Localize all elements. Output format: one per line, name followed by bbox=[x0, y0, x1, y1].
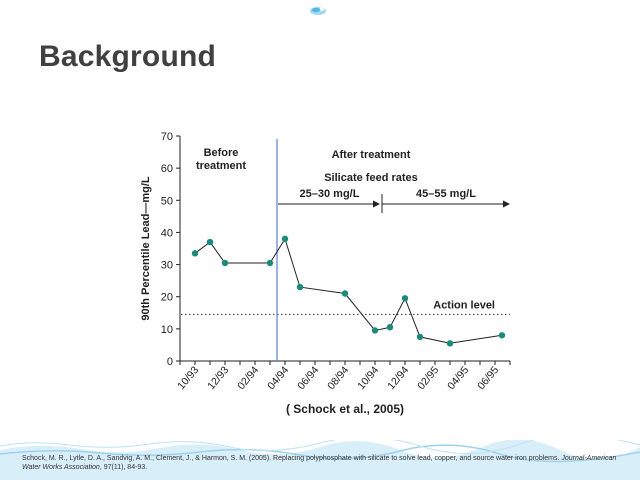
y-tick-label: 50 bbox=[161, 195, 173, 207]
data-point bbox=[191, 250, 199, 257]
x-tick-label: 02/95 bbox=[415, 364, 441, 392]
rate1-label: 25–30 mg/L bbox=[300, 188, 360, 200]
data-point bbox=[221, 259, 229, 267]
before-label-line2: treatment bbox=[196, 160, 246, 172]
data-point bbox=[371, 327, 379, 334]
x-tick-label: 04/95 bbox=[445, 364, 471, 392]
before-label-line1: Before bbox=[204, 147, 239, 159]
data-point bbox=[498, 332, 506, 339]
x-tick-label: 08/94 bbox=[325, 364, 351, 392]
series-line bbox=[194, 237, 503, 344]
x-tick-label: 04/94 bbox=[265, 364, 291, 392]
feed-rates-label: Silicate feed rates bbox=[324, 172, 418, 184]
y-tick-label: 20 bbox=[161, 292, 173, 304]
rate2-label: 45–55 mg/L bbox=[416, 188, 476, 200]
after-label: After treatment bbox=[332, 149, 411, 161]
slide-title: Background bbox=[39, 40, 217, 73]
y-axis-label: 90th Percentile Lead—mg/L bbox=[140, 176, 152, 321]
x-tick-label: 06/94 bbox=[295, 364, 321, 392]
chart-labels: 0 10 20 30 40 50 60 70 90th Percentile Lead—mg/L… bbox=[140, 131, 501, 416]
data-point bbox=[401, 295, 409, 302]
chart-annotations bbox=[181, 139, 510, 361]
footer-water-band bbox=[0, 440, 640, 480]
data-point bbox=[296, 283, 304, 291]
chart-series bbox=[191, 235, 506, 347]
citation-authors: Schock, M. R., Lytle, D. A., Sandvig, A.… bbox=[22, 455, 560, 462]
x-tick-label: 12/93 bbox=[205, 364, 231, 392]
x-tick-label: 12/94 bbox=[385, 364, 411, 392]
chart-axes bbox=[176, 135, 511, 365]
y-tick-label: 30 bbox=[161, 260, 173, 272]
lead-chart: 0 10 20 30 40 50 60 70 90th Percentile Lead—mg/L… bbox=[140, 131, 511, 416]
y-tick-label: 0 bbox=[167, 356, 173, 368]
x-tick-label: 06/95 bbox=[475, 364, 501, 392]
y-tick-label: 10 bbox=[161, 324, 173, 336]
water-drop-ornament-icon bbox=[310, 7, 326, 15]
rate1-arrowhead bbox=[373, 200, 380, 208]
data-point bbox=[341, 290, 349, 297]
citation-journal: Journal-American Water Works Association bbox=[22, 455, 617, 471]
data-point bbox=[266, 259, 274, 267]
x-tick-label: 10/93 bbox=[175, 364, 201, 392]
y-tick-label: 40 bbox=[161, 227, 173, 239]
data-point bbox=[446, 340, 454, 347]
rate2-arrowhead bbox=[503, 200, 510, 208]
data-point bbox=[281, 235, 289, 243]
data-point bbox=[206, 238, 214, 246]
citation-volume: , 97(11), 84-93. bbox=[99, 464, 148, 471]
y-tick-label: 70 bbox=[161, 131, 173, 143]
x-tick-label: 10/94 bbox=[355, 364, 381, 392]
citation: Schock, M. R., Lytle, D. A., Sandvig, A.… bbox=[22, 454, 622, 472]
data-point bbox=[386, 324, 394, 331]
data-point bbox=[416, 333, 424, 341]
y-tick-label: 60 bbox=[161, 163, 173, 175]
chart-source: ( Schock et al., 2005) bbox=[286, 402, 404, 416]
action-level-label: Action level bbox=[433, 299, 495, 311]
x-tick-label: 02/94 bbox=[235, 364, 261, 392]
